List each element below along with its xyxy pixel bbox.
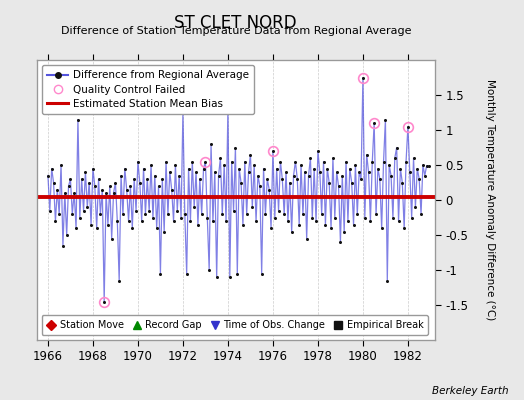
Text: Difference of Station Temperature Data from Regional Average: Difference of Station Temperature Data f… — [61, 26, 411, 36]
Y-axis label: Monthly Temperature Anomaly Difference (°C): Monthly Temperature Anomaly Difference (… — [485, 79, 495, 321]
Text: ST CLET NORD: ST CLET NORD — [174, 14, 297, 32]
Text: Berkeley Earth: Berkeley Earth — [432, 386, 508, 396]
Legend: Station Move, Record Gap, Time of Obs. Change, Empirical Break: Station Move, Record Gap, Time of Obs. C… — [41, 316, 428, 335]
